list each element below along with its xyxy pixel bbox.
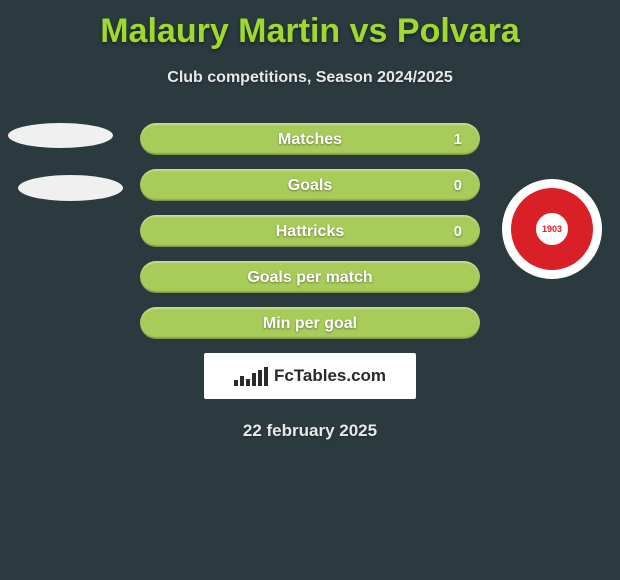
- stat-row-goals-per-match: Goals per match: [140, 261, 480, 293]
- logo-text: FcTables.com: [274, 366, 386, 386]
- stats-list: Matches 1 Goals 0 Hattricks 0 Goals per …: [140, 123, 480, 339]
- stat-label: Goals per match: [140, 262, 480, 294]
- content-area: 1903 Matches 1 Goals 0 Hattricks 0 Goals…: [0, 123, 620, 441]
- chart-icon: [234, 367, 268, 386]
- placeholder-left-2: [18, 175, 123, 201]
- date-text: 22 february 2025: [0, 421, 620, 441]
- crest-year: 1903: [534, 211, 570, 247]
- subtitle: Club competitions, Season 2024/2025: [0, 69, 620, 87]
- page-title: Malaury Martin vs Polvara: [0, 0, 620, 51]
- stat-row-matches: Matches 1: [140, 123, 480, 155]
- stat-row-goals: Goals 0: [140, 169, 480, 201]
- stat-label: Hattricks: [140, 216, 480, 248]
- fctables-logo: FcTables.com: [204, 353, 416, 399]
- stat-row-min-per-goal: Min per goal: [140, 307, 480, 339]
- stat-label: Matches: [140, 124, 480, 156]
- stat-value: 1: [454, 124, 462, 156]
- stat-value: 0: [454, 170, 462, 202]
- stat-label: Goals: [140, 170, 480, 202]
- stat-label: Min per goal: [140, 308, 480, 340]
- club-crest: 1903: [502, 179, 602, 279]
- placeholder-left-1: [8, 123, 113, 148]
- stat-value: 0: [454, 216, 462, 248]
- crest-inner-circle: 1903: [511, 188, 593, 270]
- stat-row-hattricks: Hattricks 0: [140, 215, 480, 247]
